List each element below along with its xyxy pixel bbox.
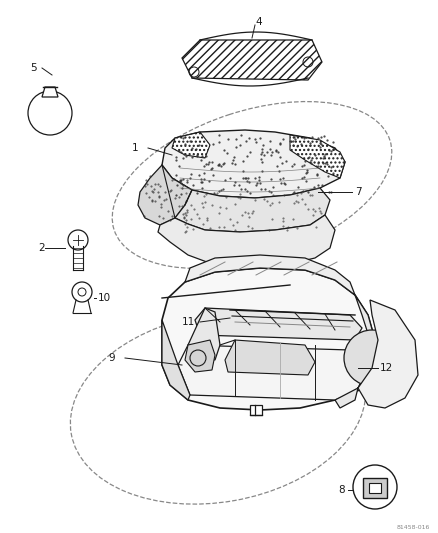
Text: 2: 2 [38,243,45,253]
Circle shape [343,330,399,386]
Polygon shape [138,165,191,225]
Text: 5: 5 [30,63,36,73]
Text: 10: 10 [98,293,111,303]
FancyBboxPatch shape [249,405,261,415]
Polygon shape [172,132,209,158]
Polygon shape [175,188,329,232]
Polygon shape [334,295,374,408]
Text: 11: 11 [182,317,195,327]
Text: 4: 4 [254,17,261,27]
Polygon shape [177,345,369,400]
Polygon shape [184,255,354,295]
Polygon shape [194,308,361,340]
Polygon shape [182,40,321,80]
Text: 1: 1 [132,143,138,153]
Polygon shape [162,320,190,400]
Circle shape [352,465,396,509]
Polygon shape [42,87,58,97]
Polygon shape [162,268,374,410]
Polygon shape [162,130,344,198]
Text: 7: 7 [354,187,361,197]
Text: 12: 12 [379,363,392,373]
Text: 9: 9 [108,353,114,363]
Text: 8: 8 [338,485,344,495]
FancyBboxPatch shape [368,483,380,493]
Polygon shape [187,308,219,360]
Polygon shape [290,135,344,178]
Text: 81458-016: 81458-016 [396,526,429,530]
Polygon shape [357,300,417,408]
FancyBboxPatch shape [362,478,386,498]
Polygon shape [184,340,215,372]
Polygon shape [158,215,334,268]
Polygon shape [225,340,314,375]
